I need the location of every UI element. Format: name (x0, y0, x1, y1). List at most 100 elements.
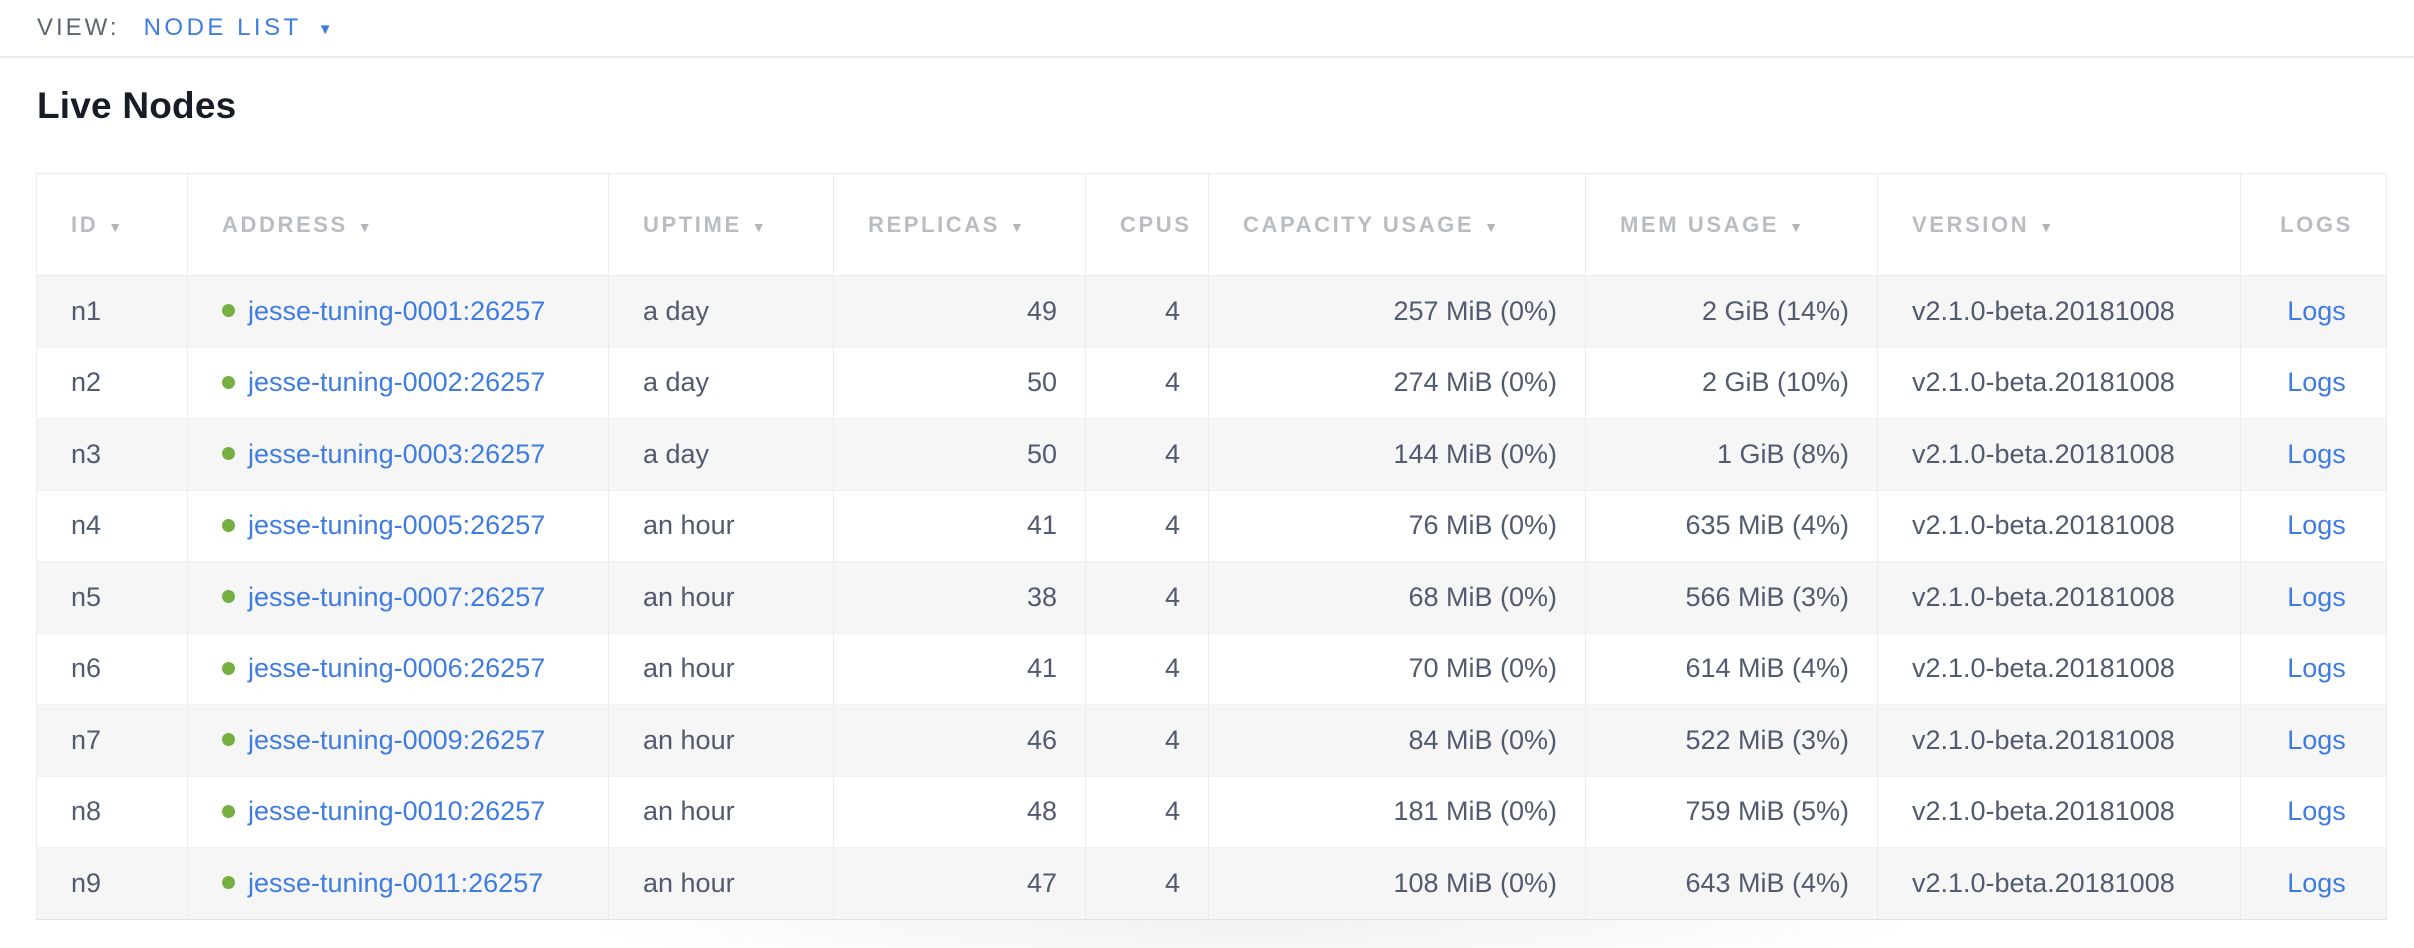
node-id-value: n3 (71, 438, 102, 469)
node-live-status-dot (222, 590, 235, 604)
node-logs-link[interactable]: Logs (2287, 653, 2346, 684)
table-header-row: ID ▼ ADDRESS ▼ UPTIME ▼ REPLICAS ▼ CPUS CAPACITY … (36, 173, 2387, 276)
column-header-uptime[interactable]: UPTIME ▼ (608, 173, 834, 276)
sort-arrow-icon: ▼ (108, 218, 123, 235)
node-cpus-value: 4 (1164, 510, 1180, 541)
node-mem_usage-cell: 614 MiB (4%) (1585, 633, 1878, 705)
node-version-cell: v2.1.0-beta.20181008 (1877, 490, 2241, 562)
node-mem_usage-value: 566 MiB (3%) (1685, 581, 1849, 612)
table-row: n9 jesse-tuning-0011:26257 an hour 47 4 108 M… (36, 847, 2387, 920)
column-header-label: LOGS (2280, 211, 2353, 237)
node-logs-link[interactable]: Logs (2287, 295, 2346, 326)
node-uptime-cell: an hour (608, 704, 834, 777)
node-mem_usage-value: 614 MiB (4%) (1685, 653, 1849, 684)
column-header-replicas[interactable]: REPLICAS ▼ (833, 173, 1086, 276)
node-logs-link[interactable]: Logs (2287, 796, 2346, 827)
node-mem_usage-cell: 2 GiB (14%) (1585, 275, 1878, 348)
node-address-link[interactable]: jesse-tuning-0009:26257 (248, 724, 546, 755)
node-replicas-value: 41 (1026, 653, 1057, 684)
node-id-value: n7 (71, 724, 102, 755)
node-address-link[interactable]: jesse-tuning-0001:26257 (248, 295, 546, 326)
node-mem_usage-value: 522 MiB (3%) (1685, 724, 1849, 755)
node-logs-link[interactable]: Logs (2287, 510, 2346, 541)
node-replicas-cell: 38 (833, 561, 1086, 634)
node-address-cell: jesse-tuning-0003:26257 (187, 418, 609, 491)
node-id-cell: n8 (36, 776, 188, 848)
node-uptime-cell: a day (608, 418, 834, 491)
node-cpus-cell: 4 (1085, 418, 1209, 491)
node-uptime-cell: a day (608, 275, 834, 348)
column-header-label: UPTIME (643, 211, 742, 237)
node-address-link[interactable]: jesse-tuning-0010:26257 (248, 796, 546, 827)
column-header-id[interactable]: ID ▼ (36, 173, 188, 276)
node-mem_usage-value: 759 MiB (5%) (1685, 796, 1849, 827)
node-replicas-cell: 47 (833, 847, 1086, 920)
node-id-cell: n7 (36, 704, 188, 777)
column-header-label: ID (71, 211, 99, 237)
node-version-cell: v2.1.0-beta.20181008 (1877, 347, 2241, 419)
node-replicas-value: 48 (1026, 796, 1057, 827)
node-replicas-value: 50 (1026, 438, 1057, 469)
column-header-version[interactable]: VERSION ▼ (1877, 173, 2241, 276)
node-replicas-value: 47 (1026, 867, 1057, 898)
column-header-mem_usage[interactable]: MEM USAGE ▼ (1585, 173, 1878, 276)
node-mem_usage-cell: 759 MiB (5%) (1585, 776, 1878, 848)
node-address-cell: jesse-tuning-0010:26257 (187, 776, 609, 848)
node-logs-cell: Logs (2240, 776, 2387, 848)
node-replicas-value: 49 (1026, 295, 1057, 326)
node-capacity_usage-value: 68 MiB (0%) (1408, 581, 1557, 612)
node-address-link[interactable]: jesse-tuning-0006:26257 (248, 653, 546, 684)
node-version-value: v2.1.0-beta.20181008 (1912, 510, 2175, 541)
node-capacity_usage-cell: 76 MiB (0%) (1208, 490, 1586, 562)
node-cpus-cell: 4 (1085, 561, 1209, 634)
node-capacity_usage-value: 257 MiB (0%) (1393, 295, 1557, 326)
table-row: n5 jesse-tuning-0007:26257 an hour 38 4 68 Mi… (36, 561, 2387, 634)
node-logs-link[interactable]: Logs (2287, 367, 2346, 398)
column-header-label: MEM USAGE (1620, 211, 1780, 237)
column-header-cpus: CPUS (1085, 173, 1209, 276)
node-capacity_usage-value: 144 MiB (0%) (1393, 438, 1557, 469)
node-mem_usage-cell: 1 GiB (8%) (1585, 418, 1878, 491)
node-mem_usage-value: 635 MiB (4%) (1685, 510, 1849, 541)
node-logs-link[interactable]: Logs (2287, 867, 2346, 898)
node-address-link[interactable]: jesse-tuning-0007:26257 (248, 581, 546, 612)
node-address-link[interactable]: jesse-tuning-0011:26257 (248, 867, 544, 898)
node-id-cell: n9 (36, 847, 188, 920)
node-version-value: v2.1.0-beta.20181008 (1912, 867, 2175, 898)
node-replicas-cell: 46 (833, 704, 1086, 777)
table-header: ID ▼ ADDRESS ▼ UPTIME ▼ REPLICAS ▼ CPUS CAPACITY … (36, 173, 2387, 276)
node-uptime-value: an hour (643, 724, 735, 755)
node-logs-link[interactable]: Logs (2287, 724, 2346, 755)
node-id-cell: n6 (36, 633, 188, 705)
node-uptime-cell: an hour (608, 490, 834, 562)
node-cpus-cell: 4 (1085, 847, 1209, 920)
node-logs-cell: Logs (2240, 490, 2387, 562)
node-address-link[interactable]: jesse-tuning-0003:26257 (248, 438, 546, 469)
node-address-cell: jesse-tuning-0007:26257 (187, 561, 609, 634)
node-address-link[interactable]: jesse-tuning-0002:26257 (248, 367, 546, 398)
node-id-value: n9 (71, 867, 102, 898)
node-mem_usage-value: 1 GiB (8%) (1716, 438, 1849, 469)
table-row: n4 jesse-tuning-0005:26257 an hour 41 4 76 Mi… (36, 490, 2387, 562)
node-logs-link[interactable]: Logs (2287, 438, 2346, 469)
node-replicas-value: 50 (1026, 367, 1057, 398)
node-live-status-dot (222, 375, 235, 389)
column-header-address[interactable]: ADDRESS ▼ (187, 173, 609, 276)
view-dropdown[interactable]: NODE LIST ▼ (144, 14, 333, 42)
node-capacity_usage-cell: 108 MiB (0%) (1208, 847, 1586, 920)
node-mem_usage-cell: 635 MiB (4%) (1585, 490, 1878, 562)
node-mem_usage-value: 643 MiB (4%) (1685, 867, 1849, 898)
node-live-status-dot (222, 733, 235, 747)
node-version-value: v2.1.0-beta.20181008 (1912, 724, 2175, 755)
node-capacity_usage-value: 181 MiB (0%) (1393, 796, 1557, 827)
page-bottom-shadow (480, 920, 2020, 948)
node-logs-link[interactable]: Logs (2287, 581, 2346, 612)
node-mem_usage-value: 2 GiB (14%) (1701, 295, 1849, 326)
node-logs-cell: Logs (2240, 704, 2387, 777)
node-replicas-value: 38 (1026, 581, 1057, 612)
view-dropdown-value: NODE LIST (143, 14, 302, 41)
node-address-link[interactable]: jesse-tuning-0005:26257 (248, 510, 546, 541)
node-logs-cell: Logs (2240, 275, 2387, 348)
column-header-capacity_usage[interactable]: CAPACITY USAGE ▼ (1208, 173, 1586, 276)
node-uptime-value: a day (643, 367, 710, 398)
